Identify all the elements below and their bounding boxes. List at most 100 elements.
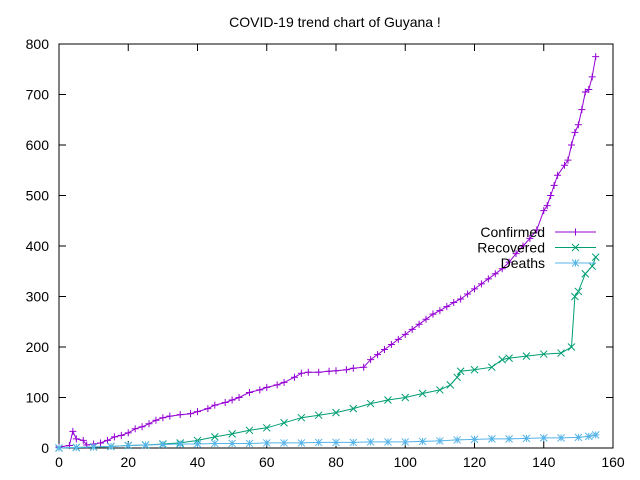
y-tick-label: 300 [26, 289, 50, 305]
confirmed-point [176, 411, 184, 419]
recovered-point [567, 343, 576, 351]
confirmed-point [138, 423, 146, 431]
confirmed-point [477, 280, 485, 288]
recovered-point [539, 350, 548, 358]
deaths-point [505, 435, 513, 443]
deaths-point [366, 438, 375, 446]
recovered-point [314, 411, 323, 420]
series-recovered [55, 253, 600, 452]
x-tick-label: 120 [463, 454, 487, 470]
deaths-point [159, 440, 167, 449]
confirmed-point [221, 399, 229, 407]
confirmed-point [408, 325, 416, 333]
confirmed-point [342, 366, 350, 374]
y-tick-label: 600 [26, 137, 50, 153]
y-tick-label: 500 [26, 188, 50, 204]
recovered-point [446, 381, 455, 389]
confirmed-point [422, 315, 430, 323]
confirmed-point [550, 181, 558, 189]
recovered-point [487, 363, 496, 372]
recovered-point [349, 404, 358, 413]
deaths-point [124, 441, 133, 450]
confirmed-point [166, 412, 174, 420]
confirmed-point [304, 368, 312, 376]
deaths-point [141, 441, 150, 449]
deaths-point [349, 438, 358, 447]
confirmed-point [103, 436, 111, 444]
x-tick-label: 20 [120, 454, 136, 470]
confirmed-point [131, 425, 139, 433]
confirmed-point [519, 242, 527, 250]
deaths-point [418, 437, 427, 446]
confirmed-point [436, 307, 444, 315]
confirmed-point [540, 207, 548, 215]
confirmed-point [187, 410, 195, 418]
legend-marker-confirmed [572, 228, 579, 236]
recovered-point [262, 423, 271, 432]
confirmed-point [297, 369, 305, 377]
confirmed-point [374, 351, 382, 359]
deaths-point [557, 434, 565, 442]
x-tick-label: 80 [328, 454, 344, 470]
confirmed-point [235, 394, 243, 401]
recovered-point [384, 396, 392, 404]
confirmed-point [228, 396, 236, 404]
deaths-point [470, 435, 479, 444]
confirmed-point [571, 128, 579, 136]
x-tick-label: 60 [259, 454, 275, 470]
recovered-point [453, 373, 462, 382]
confirmed-point [457, 295, 465, 303]
confirmed-point [290, 373, 298, 381]
legend-label-confirmed: Confirmed [480, 224, 545, 240]
confirmed-point [273, 381, 281, 389]
deaths-point [384, 438, 392, 446]
confirmed-point [159, 414, 167, 422]
y-tick-label: 800 [26, 36, 50, 52]
confirmed-point [332, 367, 340, 375]
confirmed-point [263, 383, 271, 391]
confirmed-point [533, 226, 541, 234]
confirmed-point [471, 285, 478, 293]
confirmed-point [380, 346, 388, 354]
deaths-point [574, 433, 583, 442]
confirmed-point [484, 275, 492, 283]
recovered-point [571, 292, 579, 301]
series-layer [55, 53, 600, 452]
confirmed-point [415, 320, 423, 328]
confirmed-point [367, 356, 375, 364]
deaths-point [314, 438, 323, 447]
confirmed-point [72, 435, 80, 443]
recovered-point [401, 393, 410, 402]
recovered-point [557, 349, 565, 357]
recovered-point [505, 354, 513, 362]
confirmed-point [585, 85, 593, 93]
recovered-point [228, 430, 236, 438]
deaths-point [332, 438, 340, 447]
legend-label-recovered: Recovered [477, 240, 545, 256]
legend-label-deaths: Deaths [501, 255, 545, 271]
deaths-point [280, 439, 288, 447]
confirmed-point [245, 388, 253, 396]
recovered-point [470, 365, 479, 374]
deaths-point [55, 444, 63, 452]
confirmed-point [498, 265, 506, 273]
confirmed-point [152, 416, 160, 424]
confirmed-point [464, 290, 472, 298]
recovered-point [297, 413, 306, 422]
confirmed-point [543, 202, 551, 210]
recovered-point [193, 436, 202, 445]
y-tick-label: 0 [41, 440, 49, 456]
y-tick-label: 200 [26, 339, 50, 355]
confirmed-point [360, 363, 368, 371]
legend-marker-deaths [571, 259, 580, 267]
axis-ticks: 0 20 40 60 80 100 120 140 160 0 100 200 300 400 500 600… [26, 36, 625, 470]
legend-marker-recovered [571, 243, 580, 252]
deaths-point [487, 435, 496, 443]
recovered-line [58, 256, 597, 449]
series-deaths [55, 431, 600, 452]
deaths-point [210, 439, 219, 448]
confirmed-point [315, 368, 323, 376]
confirmed-point [574, 121, 582, 129]
